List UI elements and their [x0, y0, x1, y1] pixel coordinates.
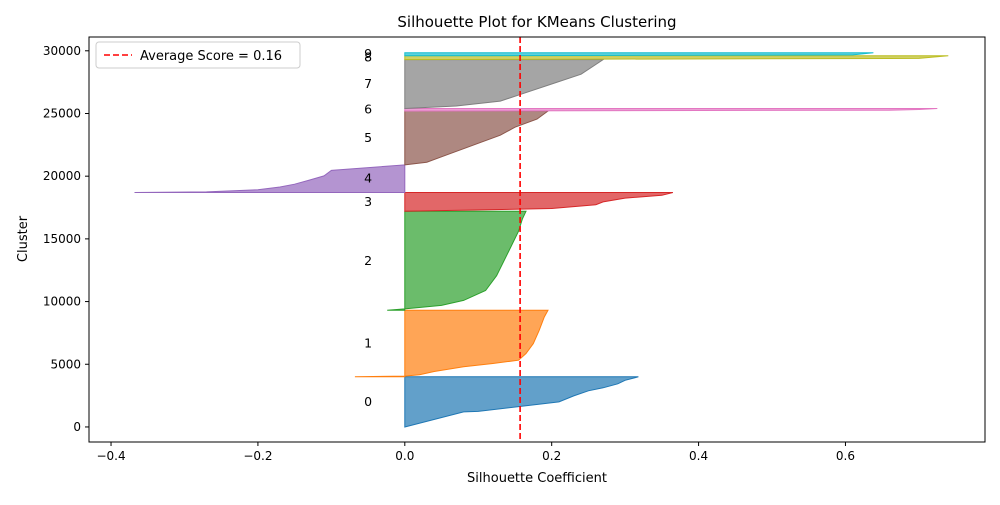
- legend-label: Average Score = 0.16: [140, 49, 282, 64]
- cluster-4-label: 4: [364, 171, 372, 186]
- cluster-4-silhouette: [134, 164, 406, 193]
- y-tick-label: 25000: [43, 106, 81, 120]
- cluster-8-label: 8: [364, 50, 372, 65]
- y-tick-label: 10000: [43, 295, 81, 309]
- cluster-1-label: 1: [364, 336, 372, 351]
- cluster-7-silhouette: [404, 59, 605, 110]
- cluster-5-silhouette: [404, 110, 550, 166]
- cluster-2-silhouette: [387, 210, 527, 311]
- y-tick-label: 20000: [43, 169, 81, 183]
- cluster-0-label: 0: [364, 394, 372, 409]
- cluster-8-silhouette: [404, 55, 949, 61]
- cluster-1-silhouette: [354, 309, 549, 378]
- legend-box: [95, 41, 301, 69]
- y-tick-label: 5000: [50, 357, 81, 371]
- cluster-9-label: 9: [364, 46, 372, 61]
- plot-frame: [88, 36, 986, 443]
- cluster-5-label: 5: [364, 130, 372, 145]
- x-tick-label: −0.2: [243, 449, 272, 463]
- y-tick-label: 0: [73, 420, 81, 434]
- x-tick-label: 0.0: [395, 449, 414, 463]
- cluster-3-silhouette: [404, 192, 674, 212]
- x-tick-label: −0.4: [96, 449, 125, 463]
- cluster-9-silhouette: [404, 52, 874, 57]
- y-axis-title: Cluster: [16, 215, 31, 262]
- chart-title: Silhouette Plot for KMeans Clustering: [397, 13, 676, 31]
- x-tick-label: 0.4: [689, 449, 708, 463]
- y-tick-label: 15000: [43, 232, 81, 246]
- x-tick-label: 0.6: [836, 449, 855, 463]
- y-tick-label: 30000: [43, 44, 81, 58]
- cluster-6-silhouette: [404, 108, 938, 112]
- legend: Average Score = 0.16: [95, 41, 301, 69]
- x-tick-label: 0.2: [542, 449, 561, 463]
- cluster-2-label: 2: [364, 253, 372, 268]
- x-axis-title: Silhouette Coefficient: [467, 471, 607, 486]
- cluster-7-label: 7: [364, 76, 372, 91]
- cluster-3-label: 3: [364, 194, 372, 209]
- cluster-6-label: 6: [364, 102, 372, 117]
- cluster-0-silhouette: [404, 376, 639, 428]
